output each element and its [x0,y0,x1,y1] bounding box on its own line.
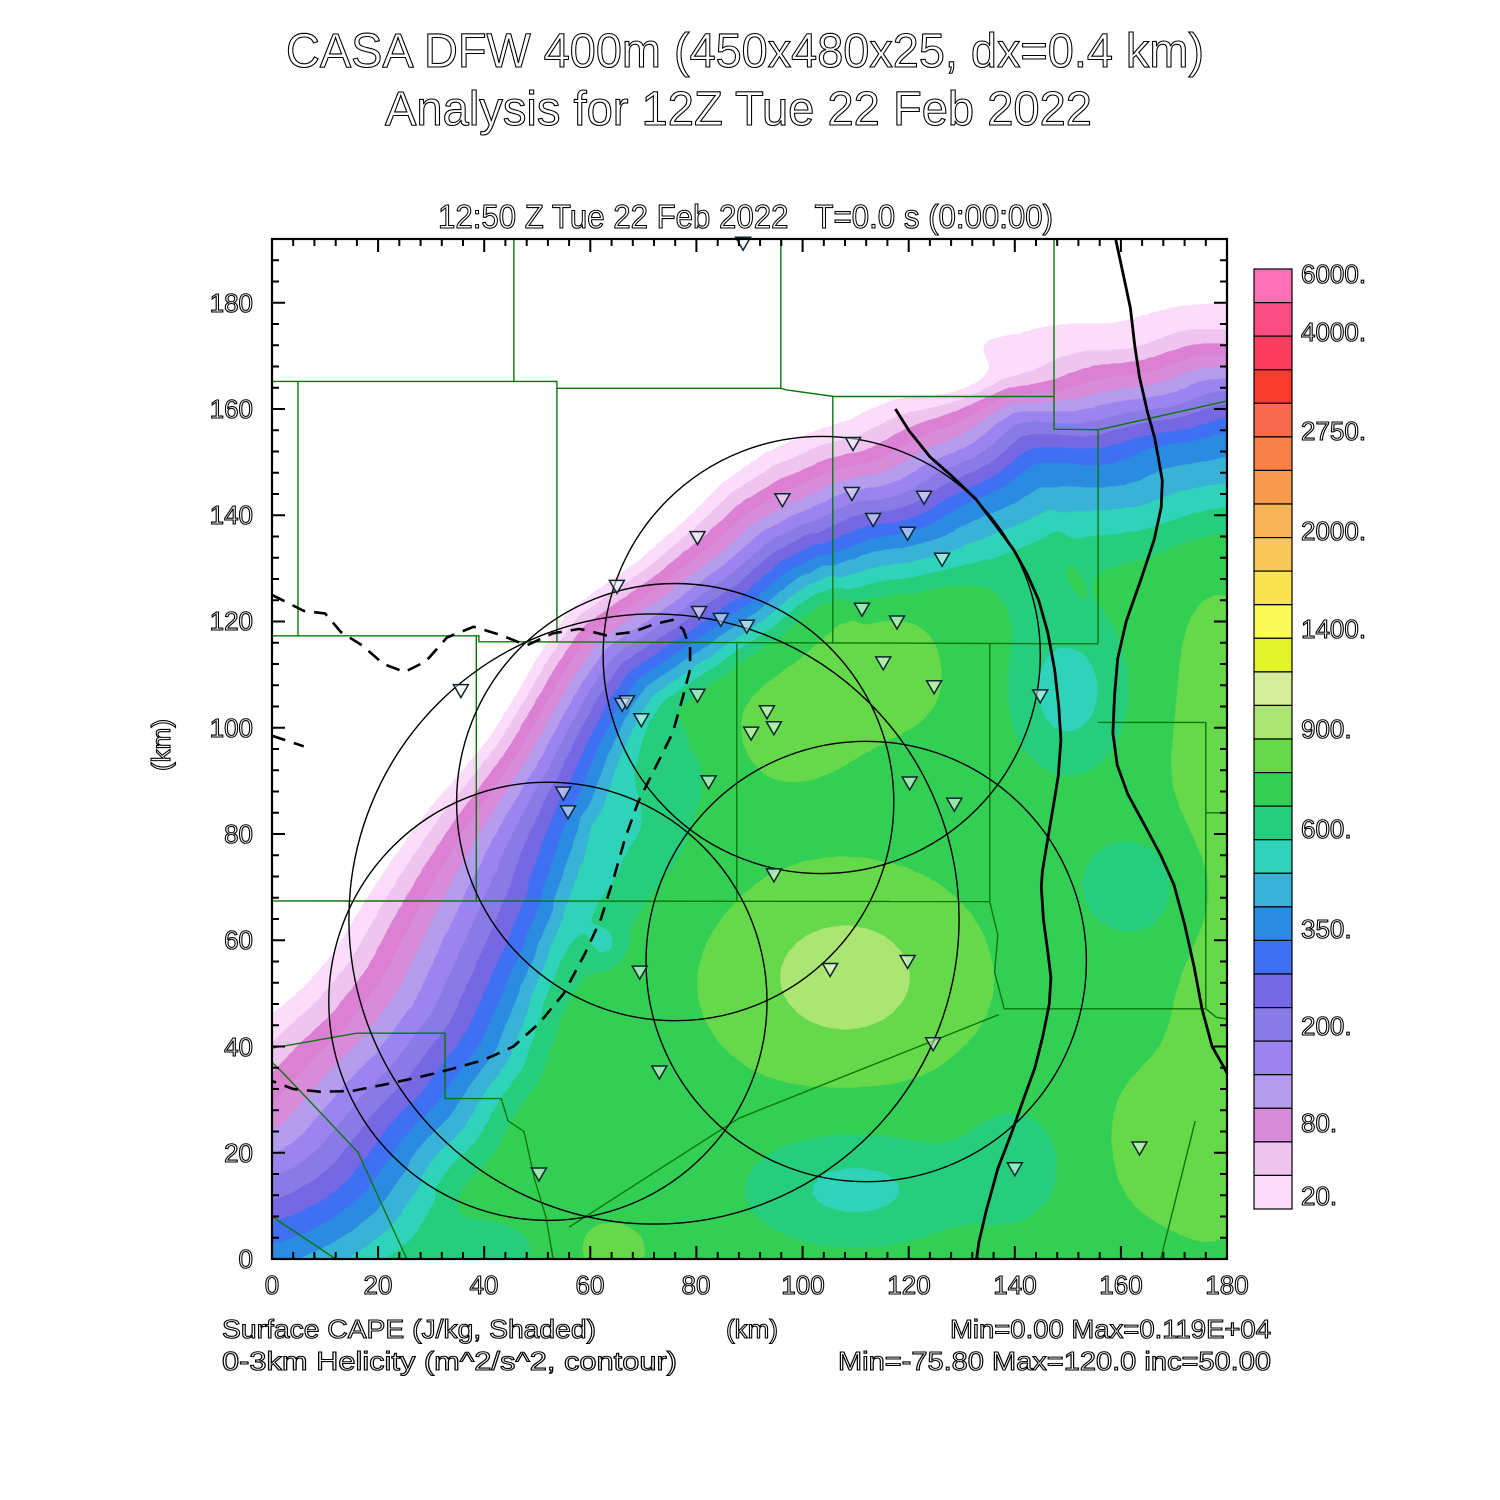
svg-text:6000.: 6000. [1301,259,1366,289]
svg-text:160: 160 [1099,1270,1142,1300]
svg-text:20.: 20. [1301,1181,1337,1211]
svg-text:(km): (km) [726,1314,778,1344]
svg-text:2000.: 2000. [1301,516,1366,546]
svg-text:600.: 600. [1301,814,1352,844]
svg-text:160: 160 [210,394,253,424]
svg-text:2750.: 2750. [1301,416,1366,446]
svg-text:40: 40 [470,1270,499,1300]
svg-text:180: 180 [210,288,253,318]
svg-text:0-3km Helicity (m^2/s^2, conto: 0-3km Helicity (m^2/s^2, contour) [222,1346,677,1376]
svg-text:(km): (km) [146,719,176,771]
svg-text:60: 60 [576,1270,605,1300]
svg-text:80: 80 [682,1270,711,1300]
svg-text:Surface CAPE (J/kg, Shaded): Surface CAPE (J/kg, Shaded) [222,1314,596,1344]
svg-text:4000.: 4000. [1301,317,1366,347]
svg-text:40: 40 [224,1032,253,1062]
svg-text:20: 20 [224,1138,253,1168]
svg-text:20: 20 [364,1270,393,1300]
svg-text:900.: 900. [1301,714,1352,744]
svg-text:100: 100 [210,713,253,743]
svg-text:180: 180 [1205,1270,1248,1300]
svg-text:80: 80 [224,819,253,849]
svg-text:0: 0 [239,1244,253,1274]
svg-text:Analysis for 12Z Tue 22 Feb 20: Analysis for 12Z Tue 22 Feb 2022 [385,83,1092,136]
svg-text:60: 60 [224,925,253,955]
svg-text:Min=0.00 Max=0.119E+04: Min=0.00 Max=0.119E+04 [950,1314,1271,1344]
svg-text:120: 120 [887,1270,930,1300]
svg-text:Min=-75.80 Max=120.0 inc=50.00: Min=-75.80 Max=120.0 inc=50.00 [838,1346,1271,1376]
svg-text:140: 140 [993,1270,1036,1300]
svg-text:120: 120 [210,606,253,636]
svg-text:CASA DFW 400m (450x480x25, dx=: CASA DFW 400m (450x480x25, dx=0.4 km) [286,25,1204,78]
svg-text:350.: 350. [1301,914,1352,944]
svg-text:1400.: 1400. [1301,614,1366,644]
svg-text:0: 0 [265,1270,279,1300]
svg-text:140: 140 [210,500,253,530]
svg-text:80.: 80. [1301,1108,1337,1138]
svg-text:200.: 200. [1301,1011,1352,1041]
svg-text:100: 100 [781,1270,824,1300]
svg-text:12:50 Z Tue 22 Feb 2022 T=0.: 12:50 Z Tue 22 Feb 2022 T=0.0 s (0:00:00… [438,198,1053,235]
